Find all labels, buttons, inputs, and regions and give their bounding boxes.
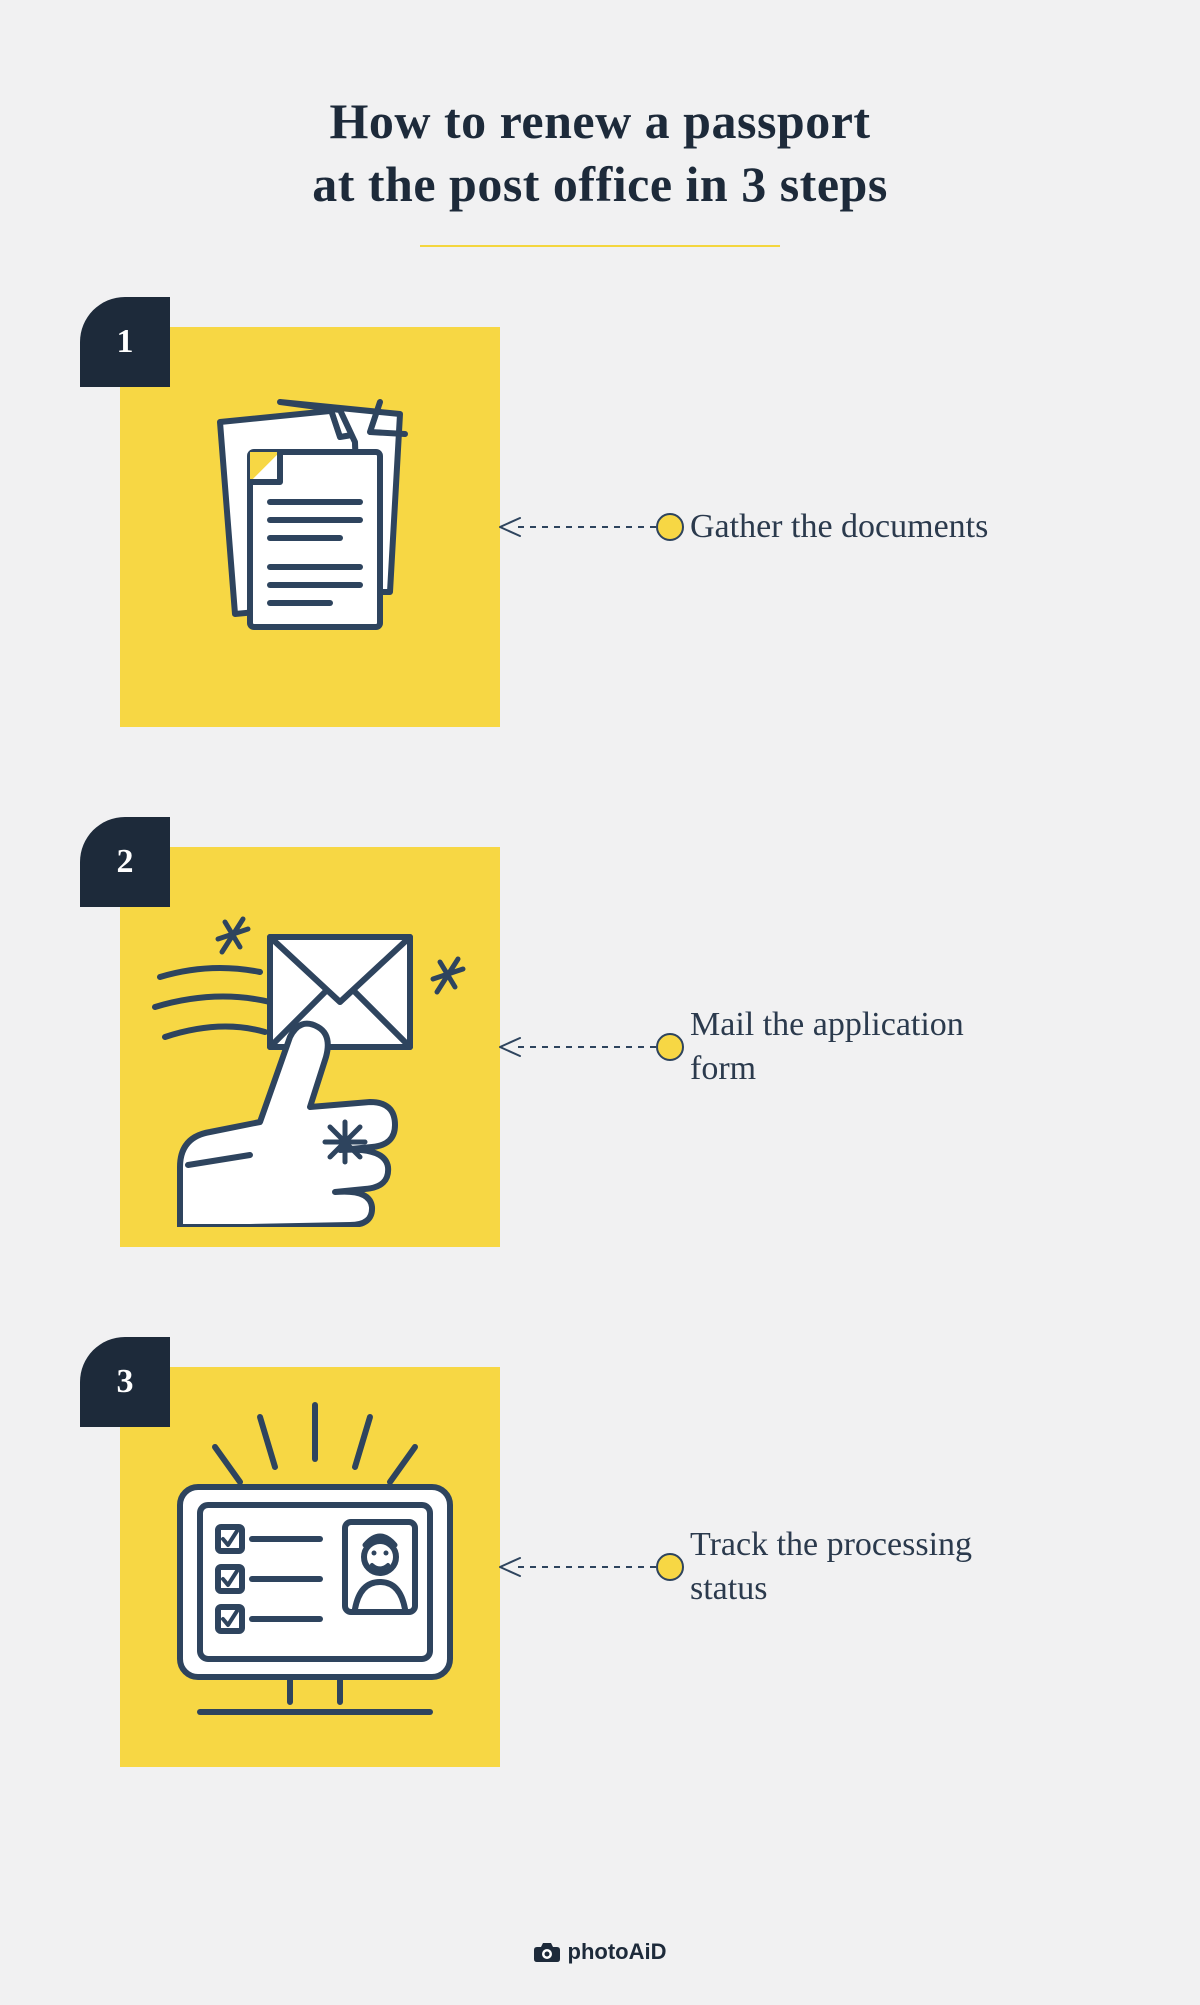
step-2-label: Mail the application form <box>690 1003 990 1091</box>
step-3-badge: 3 <box>80 1337 170 1427</box>
step-1-card <box>120 327 500 727</box>
step-3-number: 3 <box>117 1363 134 1401</box>
step-3-connector <box>490 1552 690 1582</box>
step-3: 3 <box>120 1367 1200 1767</box>
step-1-connector <box>490 512 690 542</box>
step-3-card <box>120 1367 500 1767</box>
step-2-badge: 2 <box>80 817 170 907</box>
camera-icon <box>534 1941 560 1963</box>
step-2-card <box>120 847 500 1247</box>
title-line-1: How to renew a passport <box>329 93 870 149</box>
title-line-2: at the post office in 3 steps <box>312 156 888 212</box>
step-2-number: 2 <box>117 843 134 881</box>
step-1-label: Gather the documents <box>690 505 988 549</box>
step-1-badge: 1 <box>80 297 170 387</box>
steps-container: 1 <box>0 327 1200 1767</box>
tracking-icon <box>140 1397 480 1737</box>
step-1-number: 1 <box>117 323 134 361</box>
step-1: 1 <box>120 327 1200 727</box>
page-title: How to renew a passport at the post offi… <box>0 0 1200 215</box>
step-2: 2 <box>120 847 1200 1247</box>
title-underline <box>420 245 780 247</box>
mail-icon <box>140 867 480 1227</box>
documents-icon <box>180 392 440 662</box>
footer-brand-text: photoAiD <box>568 1939 667 1965</box>
footer-brand: photoAiD <box>0 1939 1200 1965</box>
step-2-connector <box>490 1032 690 1062</box>
step-3-label: Track the processing status <box>690 1523 990 1611</box>
